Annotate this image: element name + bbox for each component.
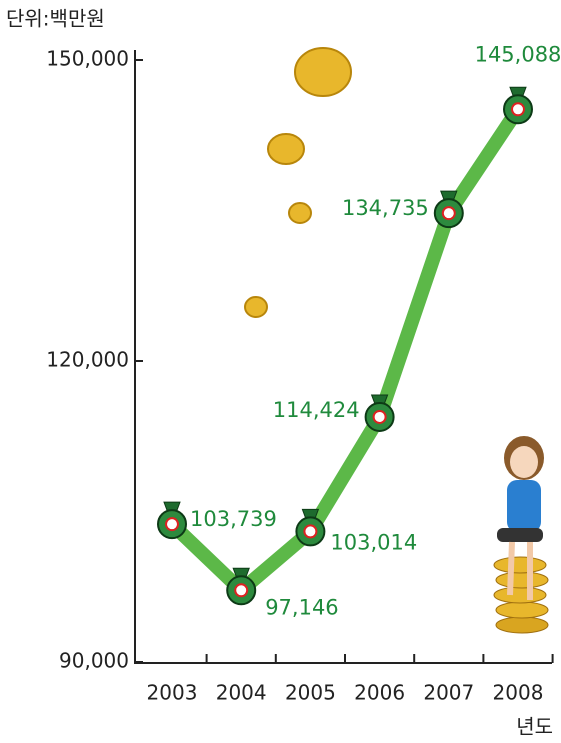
coins [244, 47, 352, 318]
bag-neck [163, 501, 181, 511]
x-tick-label: 2003 [147, 681, 198, 705]
x-tick-label: 2004 [216, 681, 267, 705]
money-bag-marker [295, 508, 326, 547]
bag-emblem [234, 583, 249, 598]
money-bag-marker [226, 567, 257, 606]
value-label: 103,014 [330, 530, 417, 554]
y-tick-label: 120,000 [46, 348, 129, 372]
bag-neck [370, 394, 389, 404]
unit-label: 단위:백만원 [6, 7, 105, 31]
bag-neck [440, 190, 458, 200]
x-tick-label: 2008 [493, 681, 544, 705]
value-label: 134,735 [342, 196, 429, 220]
money-bag-marker [433, 190, 464, 229]
money-bag-marker [503, 86, 533, 125]
y-tick-label: 150,000 [46, 47, 129, 71]
bag-emblem [372, 409, 387, 424]
x-tick-label: 2005 [285, 681, 336, 705]
money-bag-marker [364, 394, 395, 432]
value-label: 97,146 [265, 595, 338, 619]
bag-neck [232, 567, 250, 577]
x-axis-label: 년도 [516, 715, 553, 739]
bag-neck [301, 508, 320, 518]
line [167, 105, 524, 598]
value-label: 103,739 [190, 507, 277, 531]
woman-on-coins [493, 436, 549, 634]
bag-emblem [303, 524, 318, 539]
bag-emblem [165, 517, 179, 532]
bag-emblem [441, 206, 456, 221]
x-tick-label: 2006 [354, 681, 405, 705]
bag-emblem [511, 102, 525, 117]
money-bag-marker [157, 501, 187, 540]
value-label: 145,088 [475, 42, 561, 66]
x-tick-label: 2007 [423, 681, 474, 705]
value-label: 114,424 [273, 398, 360, 422]
y-tick-label: 90,000 [59, 649, 129, 673]
bag-neck [509, 86, 527, 96]
